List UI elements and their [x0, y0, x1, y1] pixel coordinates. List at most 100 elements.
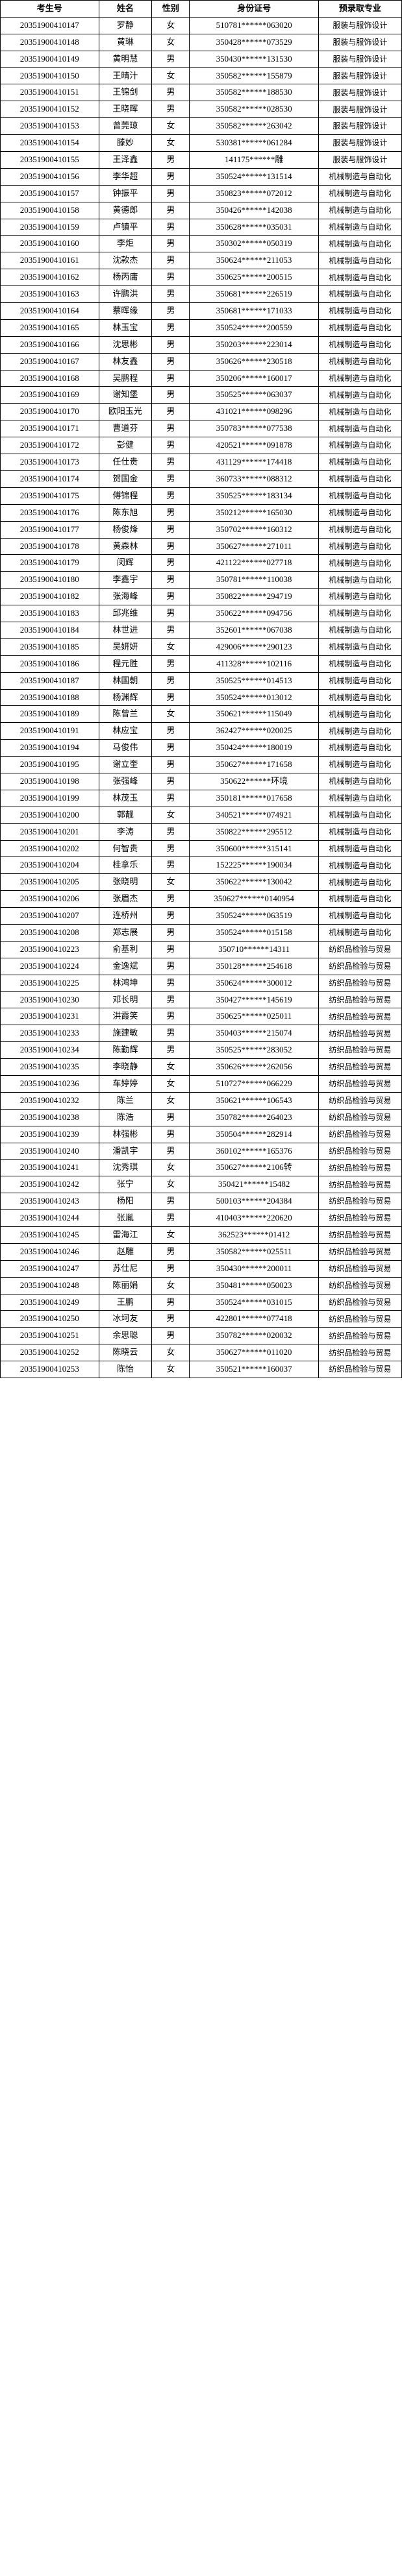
cell-name: 杨俊烽	[99, 521, 152, 538]
cell-idcard: 350783******077538	[190, 420, 318, 437]
table-row: 20351900410206张眉杰男350627******0140954机械制…	[1, 891, 402, 908]
cell-gender: 男	[152, 589, 190, 605]
cell-major: 机械制造与自动化	[318, 823, 401, 840]
cell-gender: 男	[152, 757, 190, 773]
cell-exam-id: 20351900410235	[1, 1059, 99, 1076]
cell-exam-id: 20351900410244	[1, 1210, 99, 1227]
cell-major: 机械制造与自动化	[318, 622, 401, 638]
cell-gender: 男	[152, 538, 190, 555]
table-row: 20351900410198张强峰男350622******环境机械制造与自动化	[1, 773, 402, 790]
cell-major: 机械制造与自动化	[318, 740, 401, 757]
cell-major: 机械制造与自动化	[318, 219, 401, 236]
cell-major: 纺织品检验与贸易	[318, 1109, 401, 1126]
cell-name: 闵辉	[99, 555, 152, 572]
cell-gender: 男	[152, 572, 190, 589]
cell-name: 潘凯宇	[99, 1143, 152, 1160]
cell-exam-id: 20351900410242	[1, 1176, 99, 1193]
cell-gender: 男	[152, 521, 190, 538]
cell-exam-id: 20351900410185	[1, 638, 99, 655]
cell-gender: 男	[152, 437, 190, 454]
table-row: 20351900410225林鸿坤男350624******300012纺织品检…	[1, 975, 402, 991]
cell-name: 罗静	[99, 17, 152, 34]
cell-major: 纺织品检验与贸易	[318, 1193, 401, 1210]
cell-major: 机械制造与自动化	[318, 185, 401, 202]
cell-name: 王晴汁	[99, 67, 152, 84]
table-row: 20351900410232陈兰女350621******106543纺织品检验…	[1, 1092, 402, 1109]
cell-name: 桂拿乐	[99, 857, 152, 874]
cell-idcard: 350525******183134	[190, 487, 318, 504]
table-row: 20351900410202何智贵男350600******315141机械制造…	[1, 840, 402, 857]
cell-major: 机械制造与自动化	[318, 454, 401, 471]
cell-exam-id: 20351900410165	[1, 319, 99, 336]
cell-major: 服装与服饰设计	[318, 51, 401, 67]
table-row: 20351900410166沈思彬男350203******223014机械制造…	[1, 336, 402, 353]
cell-exam-id: 20351900410155	[1, 152, 99, 169]
cell-exam-id: 20351900410188	[1, 689, 99, 706]
cell-idcard: 362427******020025	[190, 723, 318, 740]
cell-exam-id: 20351900410152	[1, 101, 99, 118]
cell-major: 纺织品检验与贸易	[318, 958, 401, 975]
table-row: 20351900410154滕妙女530381******061284服装与服饰…	[1, 135, 402, 152]
cell-exam-id: 20351900410147	[1, 17, 99, 34]
cell-name: 张宁	[99, 1176, 152, 1193]
cell-name: 张晓明	[99, 874, 152, 891]
cell-major: 服装与服饰设计	[318, 152, 401, 169]
cell-major: 纺织品检验与贸易	[318, 1176, 401, 1193]
cell-exam-id: 20351900410180	[1, 572, 99, 589]
cell-major: 机械制造与自动化	[318, 370, 401, 387]
cell-gender: 男	[152, 152, 190, 169]
admission-table: 考生号 姓名 性别 身份证号 预录取专业 20351900410147罗静女51…	[0, 0, 402, 1378]
cell-name: 连桥州	[99, 908, 152, 925]
cell-idcard: 350621******115049	[190, 706, 318, 723]
cell-exam-id: 20351900410195	[1, 757, 99, 773]
cell-gender: 男	[152, 319, 190, 336]
cell-exam-id: 20351900410182	[1, 589, 99, 605]
cell-name: 黄明慧	[99, 51, 152, 67]
table-row: 20351900410191林应宝男362427******020025机械制造…	[1, 723, 402, 740]
cell-exam-id: 20351900410236	[1, 1076, 99, 1093]
cell-gender: 男	[152, 336, 190, 353]
table-row: 20351900410189陈曾兰女350621******115049机械制造…	[1, 706, 402, 723]
cell-major: 纺织品检验与贸易	[318, 1227, 401, 1244]
cell-name: 林世进	[99, 622, 152, 638]
cell-name: 吴鹏程	[99, 370, 152, 387]
cell-idcard: 350525******283052	[190, 1042, 318, 1059]
cell-gender: 男	[152, 1008, 190, 1025]
header-name: 姓名	[99, 1, 152, 18]
cell-name: 车婷婷	[99, 1076, 152, 1093]
cell-exam-id: 20351900410253	[1, 1361, 99, 1378]
cell-idcard: 350624******211053	[190, 252, 318, 269]
cell-exam-id: 20351900410177	[1, 521, 99, 538]
cell-major: 纺织品检验与贸易	[318, 1076, 401, 1093]
cell-major: 机械制造与自动化	[318, 605, 401, 622]
cell-idcard: 350627******171658	[190, 757, 318, 773]
table-row: 20351900410199林茂玉男350181******017658机械制造…	[1, 790, 402, 807]
cell-idcard: 500103******204384	[190, 1193, 318, 1210]
table-row: 20351900410230邓长明男350427******145619纺织品检…	[1, 991, 402, 1008]
cell-idcard: 350481******050023	[190, 1277, 318, 1294]
cell-idcard: 350625******025011	[190, 1008, 318, 1025]
table-row: 20351900410252陈晓云女350627******011020纺织品检…	[1, 1344, 402, 1361]
cell-gender: 女	[152, 1092, 190, 1109]
cell-gender: 男	[152, 1328, 190, 1344]
cell-idcard: 362523******01412	[190, 1227, 318, 1244]
cell-idcard: 350525******014513	[190, 672, 318, 689]
cell-gender: 男	[152, 740, 190, 757]
table-row: 20351900410171曹道芬男350783******077538机械制造…	[1, 420, 402, 437]
cell-exam-id: 20351900410162	[1, 269, 99, 286]
cell-major: 机械制造与自动化	[318, 303, 401, 320]
cell-idcard: 431021******098296	[190, 404, 318, 420]
table-row: 20351900410234陈勤辉男350525******283052纺织品检…	[1, 1042, 402, 1059]
cell-idcard: 350621******106543	[190, 1092, 318, 1109]
cell-idcard: 152225******190034	[190, 857, 318, 874]
cell-gender: 男	[152, 504, 190, 521]
cell-exam-id: 20351900410247	[1, 1260, 99, 1277]
cell-exam-id: 20351900410202	[1, 840, 99, 857]
cell-gender: 女	[152, 1176, 190, 1193]
cell-name: 李炬	[99, 236, 152, 252]
table-row: 20351900410187林国朝男350525******014513机械制造…	[1, 672, 402, 689]
cell-exam-id: 20351900410234	[1, 1042, 99, 1059]
cell-idcard: 350782******264023	[190, 1109, 318, 1126]
cell-gender: 男	[152, 168, 190, 185]
table-row: 20351900410176陈东旭男350212******165030机械制造…	[1, 504, 402, 521]
